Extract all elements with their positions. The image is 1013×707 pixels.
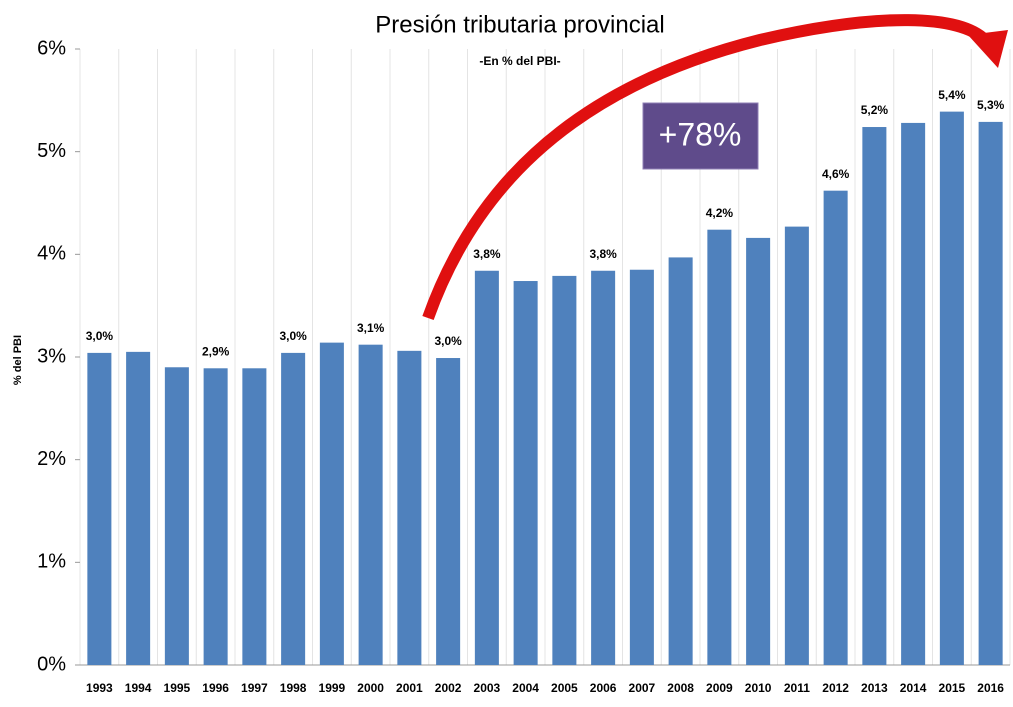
x-tick-label: 2013 (861, 681, 888, 695)
bar (513, 281, 538, 665)
y-tick-label: 5% (37, 140, 66, 162)
x-tick-label: 1996 (202, 681, 229, 695)
x-tick-label: 2012 (822, 681, 849, 695)
bar (823, 190, 848, 665)
x-tick-label: 2009 (706, 681, 733, 695)
x-tick-label: 2005 (551, 681, 578, 695)
bar (552, 275, 577, 665)
value-label: 4,6% (822, 167, 850, 181)
bar (591, 270, 616, 665)
bar (242, 368, 267, 665)
value-label: 3,0% (86, 329, 114, 343)
bar (436, 358, 461, 665)
x-tick-label: 2007 (629, 681, 656, 695)
x-tick-label: 1993 (86, 681, 113, 695)
value-label: 2,9% (202, 344, 230, 358)
separators (79, 49, 1011, 665)
bar (281, 352, 306, 665)
bar (203, 368, 228, 665)
x-tick-label: 2014 (900, 681, 927, 695)
bar (126, 351, 151, 665)
x-tick-label: 1994 (125, 681, 152, 695)
x-tick-label: 2016 (977, 681, 1004, 695)
value-label: 5,3% (977, 98, 1005, 112)
x-tick-label: 1998 (280, 681, 307, 695)
value-label: 3,0% (279, 329, 307, 343)
bar (784, 226, 809, 665)
bar (901, 122, 926, 666)
x-tick-label: 2015 (939, 681, 966, 695)
value-label: 3,1% (357, 321, 385, 335)
bar (668, 257, 693, 665)
annotation-box (642, 102, 759, 170)
bar (939, 111, 964, 666)
value-label: 4,2% (706, 206, 734, 220)
x-tick-label: 2002 (435, 681, 462, 695)
y-tick-label: 2% (37, 448, 66, 470)
x-tick-label: 2003 (474, 681, 501, 695)
x-tick-label: 2006 (590, 681, 617, 695)
x-tick-label: 1997 (241, 681, 268, 695)
bar (707, 229, 732, 665)
y-tick-label: 4% (37, 243, 66, 265)
x-tick-label: 2010 (745, 681, 772, 695)
value-label: 3,8% (589, 247, 617, 261)
y-axis-label: % del PBI (12, 335, 24, 385)
bar (319, 342, 344, 665)
y-tick-label: 6% (37, 37, 66, 59)
x-tick-label: 2011 (784, 681, 810, 695)
bar (397, 350, 422, 665)
bar (474, 270, 499, 665)
x-tick-label: 2004 (512, 681, 539, 695)
x-tick-label: 2001 (396, 681, 423, 695)
y-tick-label: 3% (37, 345, 66, 367)
x-tick-label: 2008 (667, 681, 694, 695)
bar (358, 344, 383, 665)
bar (629, 269, 654, 665)
value-label: 5,4% (938, 88, 966, 102)
value-label: 5,2% (861, 103, 889, 117)
arrow-head (968, 30, 1008, 68)
bar (862, 127, 887, 665)
bar (164, 367, 189, 665)
bar (978, 121, 1003, 666)
chart-title: Presión tributaria provincial (375, 11, 664, 38)
bar (87, 352, 112, 665)
chart-subtitle: -En % del PBI- (479, 54, 560, 68)
annotation: +78% (659, 116, 742, 152)
value-label: 3,0% (434, 334, 462, 348)
x-tick-label: 2000 (357, 681, 384, 695)
value-label: 3,8% (473, 247, 501, 261)
bar (746, 237, 771, 665)
arrow (422, 14, 990, 321)
x-tick-label: 1995 (164, 681, 191, 695)
x-tick-label: 1999 (319, 681, 346, 695)
y-tick-label: 1% (37, 551, 66, 573)
y-tick-label: 0% (37, 653, 66, 675)
